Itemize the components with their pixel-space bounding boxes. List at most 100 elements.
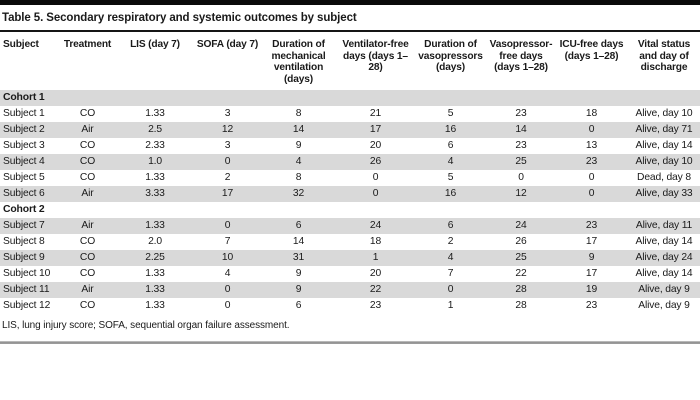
- value-cell: 3: [224, 140, 231, 151]
- value-cell: Air: [81, 124, 94, 135]
- column-header: Vital status and day of discharge: [637, 39, 691, 73]
- value-cell: 1.0: [148, 156, 162, 167]
- value-cell: 0: [224, 220, 231, 231]
- group-row: Cohort 1: [0, 90, 700, 106]
- value-cell: 23: [515, 140, 527, 151]
- column-header: LIS (day 7): [130, 39, 180, 50]
- value-cell: 14: [292, 124, 305, 135]
- table-row: Subject 7 Air 1.33 0 6 24 6 24 23 Alive, day 11: [0, 218, 700, 234]
- table-row: Subject 11 Air 1.33 0 9 22 0 28 19 Alive, day 9: [0, 282, 700, 298]
- value-cell: 6: [447, 140, 454, 151]
- column-header: Treatment: [63, 39, 112, 50]
- value-cell: 9: [295, 284, 302, 295]
- subject-cell: Subject 4: [3, 156, 45, 167]
- value-cell: CO: [79, 252, 96, 263]
- value-cell: 2.33: [145, 140, 165, 151]
- header-row: Subject Treatment LIS (day 7) SOFA (day 7) D…: [0, 32, 700, 90]
- value-cell: 23: [515, 108, 527, 119]
- value-cell: Alive, day 33: [635, 188, 693, 199]
- column-header: Subject: [3, 39, 39, 50]
- value-cell: Alive, day 9: [638, 300, 690, 311]
- value-cell: 8: [295, 108, 302, 119]
- value-cell: CO: [79, 140, 96, 151]
- value-cell: Air: [81, 284, 94, 295]
- value-cell: 0: [224, 284, 231, 295]
- subject-cell: Subject 6: [3, 188, 45, 199]
- value-cell: CO: [79, 300, 96, 311]
- value-cell: 2.5: [148, 124, 162, 135]
- value-cell: 0: [372, 188, 379, 199]
- table-row: Subject 3 CO 2.33 3 9 20 6 23 13 Alive, day 14: [0, 138, 700, 154]
- value-cell: 9: [588, 252, 595, 263]
- value-cell: 1.33: [145, 268, 165, 279]
- group-label: Cohort 2: [3, 204, 45, 215]
- value-cell: 1.33: [145, 108, 165, 119]
- outcomes-table: Subject Treatment LIS (day 7) SOFA (day 7) D…: [0, 32, 700, 314]
- subject-cell: Subject 11: [3, 284, 50, 295]
- value-cell: 26: [369, 156, 382, 167]
- table-row: Subject 8 CO 2.0 7 14 18 2 26 17 Alive, day 14: [0, 234, 700, 250]
- value-cell: 26: [515, 236, 527, 247]
- value-cell: 3.33: [145, 188, 165, 199]
- table-row: Subject 10 CO 1.33 4 9 20 7 22 17 Alive, day 14: [0, 266, 700, 282]
- table-row: Subject 5 CO 1.33 2 8 0 5 0 0 Dead, day 8: [0, 170, 700, 186]
- value-cell: 1.33: [145, 284, 165, 295]
- value-cell: 9: [295, 140, 302, 151]
- value-cell: 23: [585, 220, 598, 231]
- value-cell: 12: [221, 124, 234, 135]
- value-cell: CO: [79, 236, 96, 247]
- value-cell: 2.25: [145, 252, 165, 263]
- subject-cell: Subject 10: [3, 268, 51, 279]
- value-cell: 13: [585, 140, 598, 151]
- value-cell: 2: [224, 172, 231, 183]
- value-cell: 6: [295, 300, 302, 311]
- value-cell: 1.33: [145, 300, 165, 311]
- value-cell: 14: [515, 124, 527, 135]
- value-cell: Alive, day 14: [635, 268, 693, 279]
- value-cell: 1: [372, 252, 379, 263]
- value-cell: CO: [79, 156, 96, 167]
- value-cell: 25: [515, 156, 527, 167]
- value-cell: 7: [447, 268, 454, 279]
- column-header: ICU-free days (days 1–28): [559, 39, 624, 62]
- value-cell: 1.33: [145, 220, 165, 231]
- value-cell: Alive, day 10: [635, 156, 693, 167]
- table-row: Subject 9 CO 2.25 10 31 1 4 25 9 Alive, day 24: [0, 250, 700, 266]
- value-cell: 17: [369, 124, 382, 135]
- value-cell: 6: [447, 220, 454, 231]
- value-cell: 16: [444, 124, 457, 135]
- value-cell: 28: [515, 284, 527, 295]
- value-cell: 0: [588, 188, 595, 199]
- value-cell: 25: [515, 252, 527, 263]
- value-cell: Alive, day 24: [635, 252, 693, 263]
- value-cell: 20: [369, 268, 382, 279]
- value-cell: Alive, day 71: [635, 124, 693, 135]
- value-cell: Air: [81, 220, 94, 231]
- value-cell: 0: [588, 172, 595, 183]
- column-header: Duration of mechanical ventilation (days…: [271, 39, 326, 85]
- value-cell: 16: [444, 188, 457, 199]
- value-cell: 22: [515, 268, 527, 279]
- value-cell: Alive, day 10: [635, 108, 693, 119]
- value-cell: 19: [585, 284, 598, 295]
- value-cell: 1.33: [145, 172, 165, 183]
- column-header: SOFA (day 7): [196, 39, 259, 50]
- subject-cell: Subject 3: [3, 140, 45, 151]
- value-cell: 3: [224, 108, 231, 119]
- value-cell: 2.0: [148, 236, 162, 247]
- bottom-divider: [0, 341, 700, 344]
- value-cell: 0: [372, 172, 379, 183]
- value-cell: 0: [224, 156, 231, 167]
- value-cell: 4: [224, 268, 231, 279]
- value-cell: CO: [79, 108, 96, 119]
- value-cell: 8: [295, 172, 302, 183]
- value-cell: 14: [292, 236, 305, 247]
- value-cell: 5: [447, 172, 454, 183]
- value-cell: 0: [588, 124, 595, 135]
- value-cell: 0: [224, 300, 231, 311]
- subject-cell: Subject 7: [3, 220, 45, 231]
- value-cell: 23: [585, 156, 598, 167]
- subject-cell: Subject 8: [3, 236, 45, 247]
- value-cell: 17: [585, 236, 598, 247]
